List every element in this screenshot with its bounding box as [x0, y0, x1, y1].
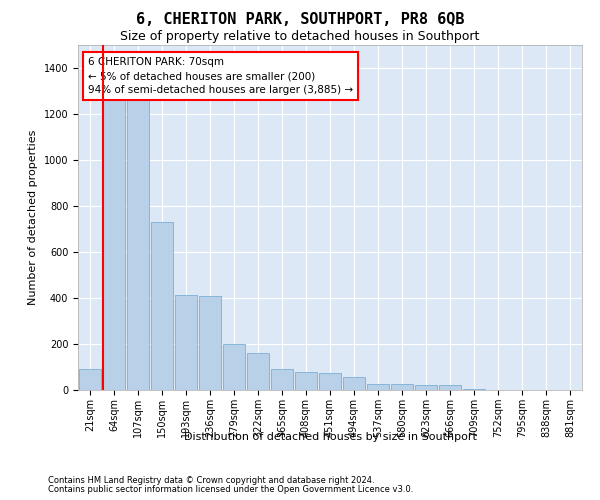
Text: Size of property relative to detached houses in Southport: Size of property relative to detached ho… — [121, 30, 479, 43]
Bar — [343, 376, 365, 390]
Bar — [103, 80, 125, 390]
Bar — [439, 384, 461, 390]
Bar — [391, 384, 413, 390]
Bar — [151, 222, 173, 390]
Text: Distribution of detached houses by size in Southport: Distribution of detached houses by size … — [184, 432, 476, 442]
Text: 6 CHERITON PARK: 70sqm
← 5% of detached houses are smaller (200)
94% of semi-det: 6 CHERITON PARK: 70sqm ← 5% of detached … — [88, 57, 353, 95]
Bar — [295, 372, 317, 390]
Bar — [247, 352, 269, 390]
Bar — [175, 294, 197, 390]
Text: Contains HM Land Registry data © Crown copyright and database right 2024.: Contains HM Land Registry data © Crown c… — [48, 476, 374, 485]
Bar — [367, 384, 389, 390]
Bar — [127, 92, 149, 390]
Text: 6, CHERITON PARK, SOUTHPORT, PR8 6QB: 6, CHERITON PARK, SOUTHPORT, PR8 6QB — [136, 12, 464, 28]
Bar — [319, 373, 341, 390]
Bar — [199, 296, 221, 390]
Bar — [415, 384, 437, 390]
Bar — [79, 370, 101, 390]
Bar — [463, 389, 485, 390]
Bar — [271, 370, 293, 390]
Y-axis label: Number of detached properties: Number of detached properties — [28, 130, 38, 305]
Text: Contains public sector information licensed under the Open Government Licence v3: Contains public sector information licen… — [48, 484, 413, 494]
Bar — [223, 344, 245, 390]
